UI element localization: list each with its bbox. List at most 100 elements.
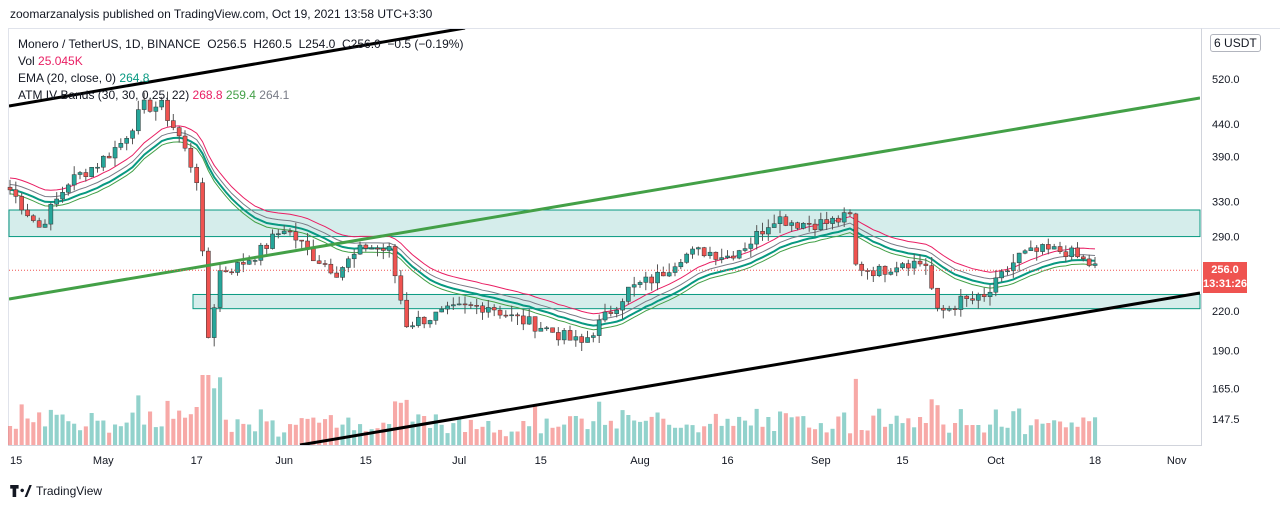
candle-body[interactable] (526, 316, 532, 325)
candle-body[interactable] (1022, 250, 1028, 254)
candle-body[interactable] (264, 244, 269, 249)
candle-body[interactable] (89, 167, 94, 177)
price-axis[interactable] (1201, 28, 1280, 446)
candle-body[interactable] (1069, 247, 1074, 257)
zone-1[interactable] (8, 209, 1201, 238)
candle-body[interactable] (929, 265, 934, 289)
ema-row[interactable]: EMA (20, close, 0) 264.8 (18, 70, 463, 87)
candle-body[interactable] (462, 303, 468, 306)
candle-body[interactable] (573, 336, 579, 341)
candle-body[interactable] (141, 99, 147, 110)
candle-body[interactable] (1034, 247, 1039, 252)
candle-body[interactable] (77, 172, 83, 175)
candle-body[interactable] (328, 263, 334, 274)
candle-body[interactable] (841, 212, 847, 223)
candle-body[interactable] (340, 267, 345, 278)
candle-body[interactable] (159, 99, 164, 108)
candle-body[interactable] (923, 263, 929, 266)
candle-body[interactable] (871, 270, 876, 277)
bands-row[interactable]: ATM IV Bands (30, 30, 0.25, 22) 268.8 25… (18, 87, 463, 104)
candle-body[interactable] (719, 257, 724, 260)
candle-body[interactable] (474, 305, 479, 307)
candle-body[interactable] (404, 299, 409, 328)
candle-body[interactable] (287, 230, 293, 233)
candle-body[interactable] (206, 250, 211, 338)
candle-body[interactable] (346, 258, 351, 268)
candle-body[interactable] (503, 314, 509, 317)
candle-body[interactable] (19, 196, 24, 211)
candle-body[interactable] (258, 244, 264, 261)
candle-body[interactable] (946, 308, 952, 311)
candle-body[interactable] (456, 303, 462, 306)
candle-body[interactable] (334, 272, 339, 278)
candle-body[interactable] (713, 251, 719, 260)
candle-body[interactable] (608, 311, 614, 314)
candle-body[interactable] (416, 316, 421, 326)
candle-body[interactable] (666, 272, 672, 277)
candle-body[interactable] (316, 260, 322, 264)
candle-body[interactable] (194, 167, 199, 183)
candle-body[interactable] (322, 263, 328, 265)
candle-body[interactable] (655, 271, 660, 284)
candle-body[interactable] (200, 182, 205, 252)
candle-body[interactable] (276, 233, 281, 235)
candle-body[interactable] (731, 255, 736, 259)
candle-body[interactable] (742, 248, 748, 251)
candle-body[interactable] (1016, 252, 1022, 264)
candle-body[interactable] (165, 99, 170, 121)
candle-body[interactable] (13, 189, 19, 197)
candle-body[interactable] (124, 138, 129, 144)
candle-body[interactable] (888, 271, 894, 275)
candle-body[interactable] (591, 335, 596, 338)
candle-body[interactable] (754, 231, 759, 245)
price-chart[interactable]: 520.0 440.0 390.0 330.0 290.0 220.0 190.0 165.0… (0, 0, 1280, 480)
candle-body[interactable] (246, 260, 252, 265)
candle-body[interactable] (433, 311, 439, 321)
candle-body[interactable] (917, 260, 923, 265)
candle-body[interactable] (410, 325, 415, 328)
candle-body[interactable] (270, 233, 275, 249)
candle-body[interactable] (911, 260, 917, 269)
green-trend-line[interactable] (9, 96, 1200, 301)
candle-body[interactable] (585, 337, 590, 343)
candle-body[interactable] (987, 291, 993, 297)
zone-2[interactable] (192, 293, 1201, 310)
candle-body[interactable] (783, 216, 789, 226)
candle-body[interactable] (596, 319, 602, 336)
candle-body[interactable] (556, 332, 561, 341)
candle-body[interactable] (95, 166, 100, 169)
candle-body[interactable] (631, 284, 637, 288)
candle-body[interactable] (48, 203, 54, 225)
candle-body[interactable] (112, 147, 118, 159)
candle-body[interactable] (421, 316, 427, 325)
candle-body[interactable] (468, 304, 474, 306)
candle-body[interactable] (439, 308, 444, 313)
candle-body[interactable] (369, 247, 374, 250)
candle-body[interactable] (906, 263, 911, 269)
candle-body[interactable] (952, 308, 958, 310)
candle-body[interactable] (900, 263, 905, 269)
candle-body[interactable] (771, 223, 777, 228)
candle-body[interactable] (241, 262, 246, 265)
volume-row[interactable]: Vol 25.045K (18, 53, 463, 70)
candle-body[interactable] (25, 209, 30, 217)
candle-body[interactable] (54, 198, 59, 205)
candle-body[interactable] (223, 270, 229, 273)
candle-body[interactable] (626, 286, 631, 302)
candle-body[interactable] (293, 231, 299, 241)
candle-body[interactable] (661, 271, 666, 277)
candle-body[interactable] (859, 263, 864, 271)
candle-body[interactable] (188, 147, 194, 168)
candle-body[interactable] (497, 309, 503, 316)
candle-body[interactable] (544, 327, 549, 330)
candle-body[interactable] (1063, 251, 1069, 257)
candle-body[interactable] (1046, 244, 1051, 250)
candle-body[interactable] (766, 227, 771, 235)
candle-body[interactable] (999, 271, 1004, 279)
candle-body[interactable] (707, 251, 713, 256)
candle-body[interactable] (690, 248, 695, 255)
candle-body[interactable] (182, 135, 188, 149)
candle-body[interactable] (725, 255, 730, 258)
candle-body[interactable] (311, 247, 316, 262)
candle-body[interactable] (1057, 246, 1063, 252)
